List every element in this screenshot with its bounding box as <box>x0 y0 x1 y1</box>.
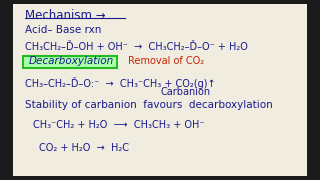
Text: CH₃–CH₂–Ď–O:⁻  →  CH₃⁻CH₃ + CO₂(g)↑: CH₃–CH₂–Ď–O:⁻ → CH₃⁻CH₃ + CO₂(g)↑ <box>25 77 215 89</box>
Text: Acid– Base rxn: Acid– Base rxn <box>25 25 101 35</box>
Text: Stability of carbanion  favours  decarboxylation: Stability of carbanion favours decarboxy… <box>25 100 272 110</box>
Text: CH₃⁻CH₂ + H₂O  ⟶  CH₃CH₃ + OH⁻: CH₃⁻CH₂ + H₂O ⟶ CH₃CH₃ + OH⁻ <box>33 120 205 130</box>
Text: Carbanion: Carbanion <box>160 87 210 96</box>
Text: Decarboxylation: Decarboxylation <box>29 57 114 66</box>
Text: Mechanism →: Mechanism → <box>25 9 105 22</box>
FancyBboxPatch shape <box>23 56 117 68</box>
Text: CH₃CH₂–Ď–OH + OH⁻  →  CH₃CH₂–Ď–O⁻ + H₂O: CH₃CH₂–Ď–OH + OH⁻ → CH₃CH₂–Ď–O⁻ + H₂O <box>25 42 247 52</box>
Text: Removal of CO₂: Removal of CO₂ <box>128 57 204 66</box>
Text: CO₂ + H₂O  →  H₂C: CO₂ + H₂O → H₂C <box>39 143 129 153</box>
